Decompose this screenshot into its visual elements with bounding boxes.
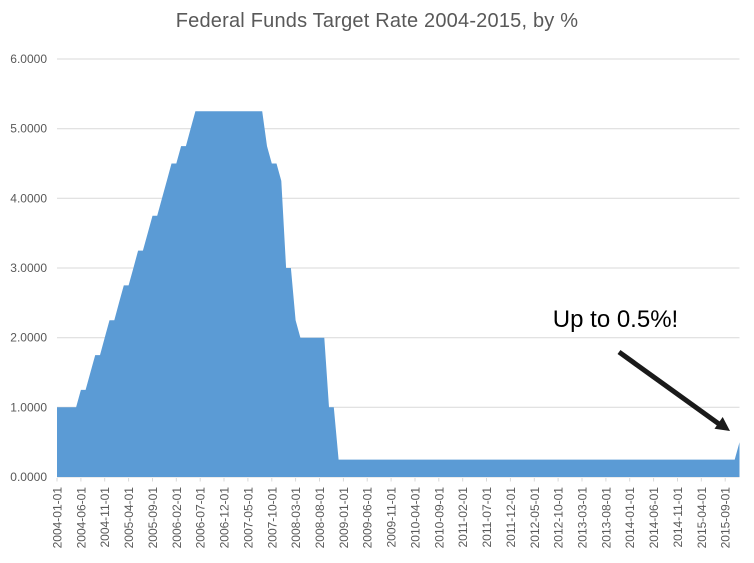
annotation-label: Up to 0.5%! <box>552 306 679 333</box>
x-axis-label: 2012-10-01 <box>552 487 566 549</box>
x-axis-labels: 2004-01-01 2004-06-01 2004-11-01 2005-04-01… <box>51 487 733 549</box>
y-axis-label: 4.0000 <box>10 191 47 205</box>
x-axis-ticks <box>56 478 726 482</box>
x-axis-label: 2008-03-01 <box>289 487 303 549</box>
x-axis-label: 2009-01-01 <box>337 487 351 549</box>
x-axis-label: 2010-09-01 <box>432 487 446 549</box>
area-series <box>57 111 740 478</box>
x-axis-label: 2011-02-01 <box>456 487 470 548</box>
x-axis-label: 2010-04-01 <box>409 487 423 549</box>
x-axis-label: 2011-07-01 <box>480 487 494 548</box>
y-axis-labels: 0.0000 1.0000 2.0000 3.0000 4.0000 5.0000 6.00… <box>10 52 47 484</box>
y-axis-label: 5.0000 <box>10 122 47 136</box>
y-axis-label: 3.0000 <box>10 261 47 275</box>
x-axis-label: 2014-11-01 <box>671 487 685 548</box>
x-axis-label: 2005-09-01 <box>146 487 160 549</box>
x-axis-label: 2007-10-01 <box>265 487 279 549</box>
y-axis-label: 1.0000 <box>10 400 47 414</box>
x-axis-label: 2007-05-01 <box>241 487 255 549</box>
annotation-arrow <box>617 349 730 431</box>
x-axis-label: 2015-04-01 <box>695 487 709 549</box>
x-axis-label: 2005-04-01 <box>122 487 136 549</box>
y-axis-label: 6.0000 <box>10 52 47 66</box>
x-axis-label: 2014-01-01 <box>623 487 637 549</box>
x-axis-label: 2013-03-01 <box>576 487 590 549</box>
x-axis-label: 2006-07-01 <box>194 487 208 549</box>
y-axis-label: 2.0000 <box>10 331 47 345</box>
x-axis-label: 2011-12-01 <box>504 487 518 548</box>
x-axis-label: 2006-02-01 <box>170 487 184 549</box>
x-axis-label: 2013-08-01 <box>599 487 613 549</box>
x-axis-label: 2015-09-01 <box>719 487 733 549</box>
x-axis-label: 2004-11-01 <box>98 487 112 548</box>
y-axis-label: 0.0000 <box>10 470 47 484</box>
chart-title: Federal Funds Target Rate 2004-2015, by … <box>175 10 579 32</box>
arrow-shaft <box>617 349 721 427</box>
x-axis-label: 2009-11-01 <box>385 487 399 548</box>
x-axis-label: 2004-06-01 <box>74 487 88 549</box>
x-axis-label: 2004-01-01 <box>51 487 65 549</box>
area-fill <box>57 111 740 478</box>
x-axis-label: 2008-08-01 <box>313 487 327 549</box>
x-axis-label: 2012-05-01 <box>528 487 542 549</box>
x-axis-label: 2014-06-01 <box>647 487 661 549</box>
arrow-head-icon <box>714 417 730 431</box>
x-axis-label: 2006-12-01 <box>218 487 232 549</box>
x-axis-label: 2009-06-01 <box>361 487 375 549</box>
